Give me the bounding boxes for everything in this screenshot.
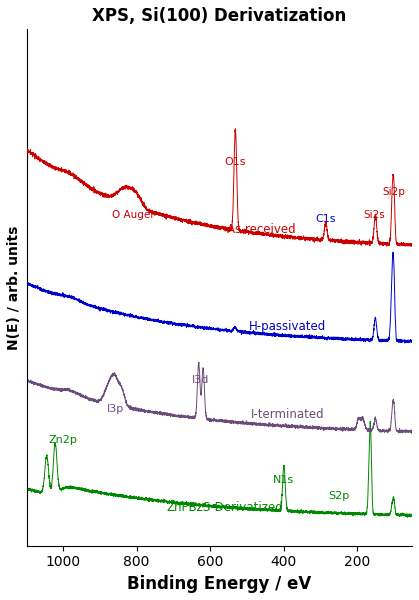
Text: N1s: N1s <box>273 475 294 485</box>
Text: As received: As received <box>227 223 296 236</box>
Text: Zn2p: Zn2p <box>49 436 78 445</box>
Text: O Auger: O Auger <box>112 210 154 220</box>
Text: I3p: I3p <box>107 404 124 415</box>
Text: H-passivated: H-passivated <box>248 320 326 333</box>
Text: ZnPBzS-Derivatized: ZnPBzS-Derivatized <box>166 500 283 514</box>
Text: C1s: C1s <box>316 214 336 224</box>
Text: O1s: O1s <box>224 157 246 167</box>
Text: I3d: I3d <box>192 376 210 385</box>
Text: Si2p: Si2p <box>382 187 405 197</box>
Y-axis label: N(E) / arb. units: N(E) / arb. units <box>7 226 21 350</box>
X-axis label: Binding Energy / eV: Binding Energy / eV <box>127 575 311 593</box>
Title: XPS, Si(100) Derivatization: XPS, Si(100) Derivatization <box>92 7 347 25</box>
Text: I-terminated: I-terminated <box>251 409 324 421</box>
Text: S2p: S2p <box>328 491 349 500</box>
Text: Si2s: Si2s <box>364 210 385 220</box>
